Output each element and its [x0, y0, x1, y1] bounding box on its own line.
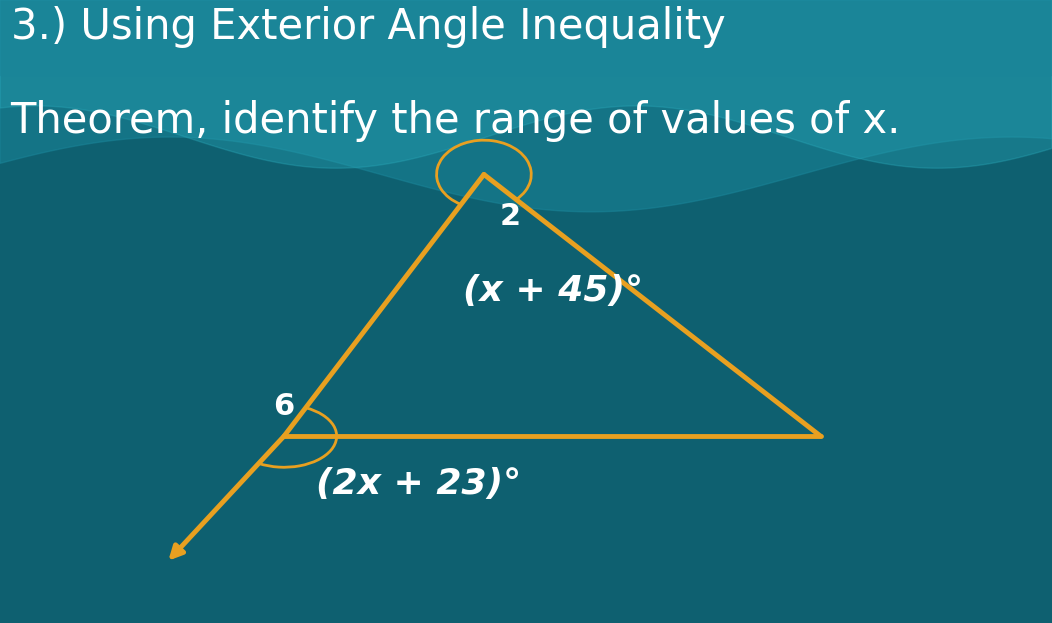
Text: (2x + 23)°: (2x + 23)° — [316, 467, 521, 502]
Text: 3.) Using Exterior Angle Inequality: 3.) Using Exterior Angle Inequality — [11, 6, 725, 48]
Text: 2: 2 — [500, 202, 521, 232]
Text: 6: 6 — [274, 391, 295, 421]
Text: (x + 45)°: (x + 45)° — [463, 274, 643, 308]
Text: Theorem, identify the range of values of x.: Theorem, identify the range of values of… — [11, 100, 901, 141]
